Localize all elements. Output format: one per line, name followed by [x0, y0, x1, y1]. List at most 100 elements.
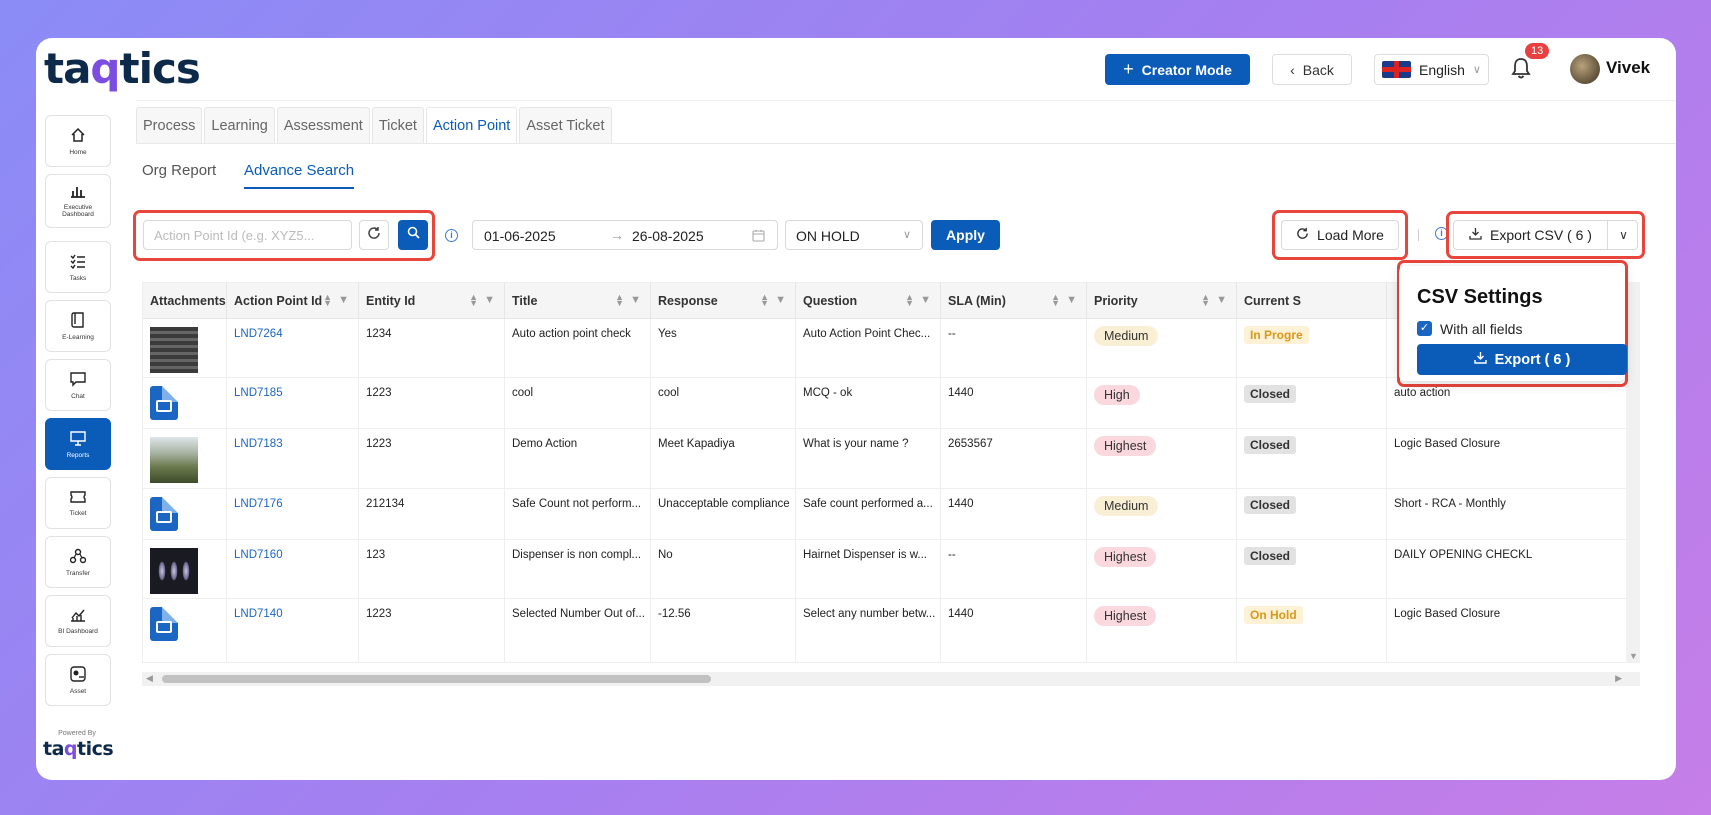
taqtics-logo[interactable]: taqtics	[44, 44, 201, 93]
subtab-org-report[interactable]: Org Report	[142, 162, 217, 179]
bell-icon[interactable]	[1510, 56, 1534, 82]
action-point-id-link[interactable]: LND7140	[227, 599, 359, 662]
filter-icon[interactable]: ▼	[920, 294, 931, 306]
sidebar-item-chat[interactable]: Chat	[45, 359, 111, 411]
tab-asset-ticket[interactable]: Asset Ticket	[519, 107, 612, 143]
sidebar-item-label: Tasks	[69, 274, 87, 282]
sidebar-item-home[interactable]: Home	[45, 115, 111, 167]
sort-icon[interactable]: ▲ ▼	[905, 292, 914, 308]
with-all-fields-checkbox[interactable]: ✓	[1417, 321, 1432, 336]
filter-icon[interactable]: ▼	[1216, 294, 1227, 306]
search-info-icon[interactable]: i	[445, 229, 458, 242]
header-divider	[136, 100, 1676, 101]
sidebar-item-label: Executive Dashboard	[62, 204, 94, 218]
table-row[interactable]: LND7160 123 Dispenser is non compl... No…	[143, 540, 1639, 599]
date-range-picker[interactable]: 01-06-2025 → 26-08-2025	[472, 220, 778, 250]
horizontal-scrollbar[interactable]: ◀ ▶	[142, 672, 1640, 686]
column-header-action-point-id[interactable]: Action Point Id ▲ ▼ ▼	[227, 283, 359, 319]
export-csv-button[interactable]: Export CSV ( 6 )	[1454, 221, 1608, 249]
asset-icon	[70, 665, 86, 686]
sidebar-item-elearning[interactable]: E-Learning	[45, 300, 111, 352]
sidebar-item-asset[interactable]: Asset	[45, 654, 111, 706]
action-point-id-link[interactable]: LND7183	[227, 429, 359, 488]
sidebar-item-tasks[interactable]: Tasks	[45, 241, 111, 293]
sort-icon[interactable]: ▲ ▼	[1051, 292, 1060, 308]
filter-icon[interactable]: ▼	[630, 294, 641, 306]
table-row[interactable]: LND7185 1223 cool cool MCQ - ok 1440 Hig…	[143, 378, 1639, 429]
image-file-icon[interactable]	[150, 386, 178, 420]
sort-icon[interactable]: ▲ ▼	[469, 292, 478, 308]
powered-by-label: Powered By	[58, 730, 96, 737]
column-header-current-status[interactable]: Current S	[1237, 283, 1387, 319]
column-header-label: Question	[803, 294, 858, 308]
sidebar-item-transfer[interactable]: Transfer	[45, 536, 111, 588]
load-more-button[interactable]: Load More	[1281, 220, 1399, 250]
user-name[interactable]: Vivek	[1606, 58, 1651, 77]
column-header-entity-id[interactable]: Entity Id ▲ ▼ ▼	[359, 283, 505, 319]
sort-icon[interactable]: ▲ ▼	[760, 292, 769, 308]
sidebar-item-reports[interactable]: Reports	[45, 418, 111, 470]
tab-assessment[interactable]: Assessment	[276, 107, 370, 143]
action-point-id-link[interactable]: LND7185	[227, 378, 359, 428]
scroll-left-icon[interactable]: ◀	[146, 673, 153, 683]
extra-cell: auto action	[1394, 387, 1451, 399]
scroll-right-icon[interactable]: ▶	[1615, 673, 1622, 683]
filter-icon[interactable]: ▼	[775, 294, 786, 306]
chat-icon	[70, 371, 86, 391]
sidebar-item-executive-dashboard[interactable]: Executive Dashboard	[45, 174, 111, 228]
search-button[interactable]	[398, 220, 428, 250]
attachment-thumbnail[interactable]	[150, 437, 198, 483]
vertical-scrollbar[interactable]: ▼	[1626, 282, 1640, 663]
entity-id-cell: 212134	[359, 489, 505, 539]
reset-search-button[interactable]	[359, 220, 389, 250]
export-options-toggle[interactable]: ∨	[1609, 221, 1638, 249]
table-row[interactable]: LND7183 1223 Demo Action Meet Kapadiya W…	[143, 429, 1639, 489]
column-header-title[interactable]: Title ▲ ▼ ▼	[505, 283, 651, 319]
tab-ticket[interactable]: Ticket	[371, 107, 424, 143]
scroll-down-icon[interactable]: ▼	[1629, 651, 1638, 661]
sidebar-item-bi-dashboard[interactable]: BI Dashboard	[45, 595, 111, 647]
date-from[interactable]: 01-06-2025	[484, 228, 556, 244]
sort-icon[interactable]: ▲ ▼	[615, 292, 624, 308]
sort-icon[interactable]: ▲ ▼	[1201, 292, 1210, 308]
table-row[interactable]: LND7176 212134 Safe Count not perform...…	[143, 489, 1639, 540]
question-cell: Hairnet Dispenser is w...	[796, 540, 941, 598]
attachment-thumbnail[interactable]	[150, 548, 198, 594]
scrollbar-thumb[interactable]	[162, 675, 711, 683]
subtab-advance-search[interactable]: Advance Search	[244, 162, 355, 189]
bar-chart-icon	[70, 184, 86, 202]
table-row[interactable]: LND7140 1223 Selected Number Out of... -…	[143, 599, 1639, 662]
status-cell: Closed	[1237, 429, 1387, 488]
creator-mode-button[interactable]: + Creator Mode	[1105, 54, 1250, 85]
filter-icon[interactable]: ▼	[1066, 294, 1077, 306]
column-header-priority[interactable]: Priority ▲ ▼ ▼	[1087, 283, 1237, 319]
export-button[interactable]: Export ( 6 )	[1417, 344, 1627, 375]
sort-icon[interactable]: ▲ ▼	[323, 292, 332, 308]
date-to[interactable]: 26-08-2025	[632, 228, 704, 244]
action-point-id-link[interactable]: LND7176	[227, 489, 359, 539]
sidebar-item-ticket[interactable]: Ticket	[45, 477, 111, 529]
status-select[interactable]: ON HOLD ∨	[785, 220, 923, 250]
tab-learning[interactable]: Learning	[204, 107, 275, 143]
action-point-id-input[interactable]: Action Point Id (e.g. XYZ5...	[143, 220, 352, 250]
back-button[interactable]: ‹ Back	[1272, 54, 1352, 85]
column-header-response[interactable]: Response ▲ ▼ ▼	[651, 283, 796, 319]
with-all-fields-label[interactable]: With all fields	[1440, 321, 1523, 337]
column-header-question[interactable]: Question ▲ ▼ ▼	[796, 283, 941, 319]
column-header-label: Current S	[1244, 294, 1301, 308]
apply-button[interactable]: Apply	[931, 220, 1000, 250]
action-point-id-link[interactable]: LND7160	[227, 540, 359, 598]
filter-icon[interactable]: ▼	[338, 294, 349, 306]
attachment-thumbnail[interactable]	[150, 327, 198, 373]
image-file-icon[interactable]	[150, 497, 178, 531]
transfer-icon	[69, 548, 87, 568]
column-header-sla[interactable]: SLA (Min) ▲ ▼ ▼	[941, 283, 1087, 319]
tab-process[interactable]: Process	[136, 107, 203, 143]
table-row[interactable]: LND7264 1234 Auto action point check Yes…	[143, 319, 1639, 378]
image-file-icon[interactable]	[150, 607, 178, 641]
language-select[interactable]: English ∨	[1374, 54, 1489, 85]
avatar[interactable]	[1570, 54, 1600, 84]
action-point-id-link[interactable]: LND7264	[227, 319, 359, 377]
tab-action-point[interactable]: Action Point	[425, 107, 518, 143]
filter-icon[interactable]: ▼	[484, 294, 495, 306]
